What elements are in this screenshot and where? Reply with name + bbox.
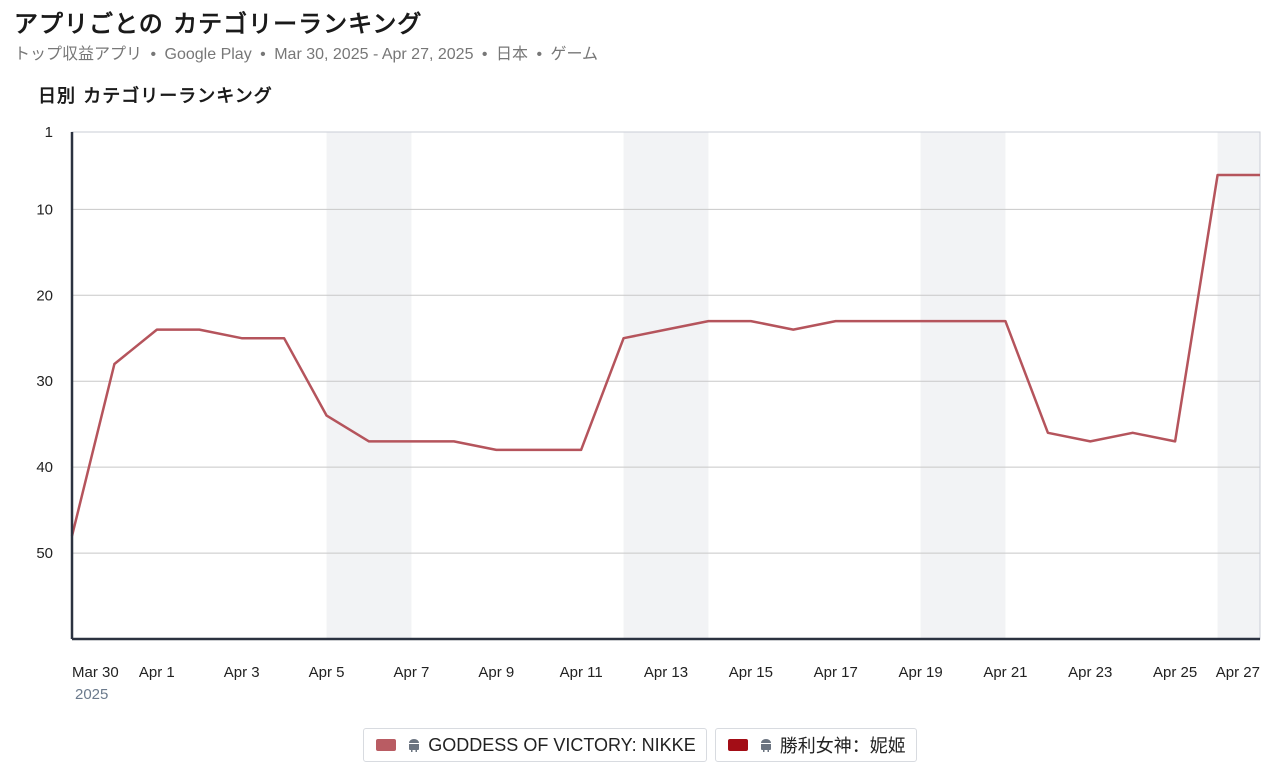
y-tick-label: 40 xyxy=(36,459,53,476)
weekend-band xyxy=(1217,132,1260,639)
legend-item-nikke-global[interactable]: GODDESS OF VICTORY: NIKKE xyxy=(363,728,707,762)
x-tick-label: Apr 9 xyxy=(478,664,514,681)
series-line-nikke xyxy=(70,173,1260,537)
ranking-line-chart: 1 10 20 30 40 50 Mar 30 Apr 1 Apr 3 Apr 5 Apr 7 Ap… xyxy=(36,124,1261,703)
android-icon xyxy=(760,739,771,752)
page-title: アプリごとの カテゴリーランキング xyxy=(14,9,423,38)
legend-item-nikke-china[interactable]: 勝利女神：妮姬 xyxy=(714,728,917,762)
subtitle: トップ収益アプリ • Google Play • Mar 30, 2025 - … xyxy=(14,40,598,64)
x-year-label: 2025 xyxy=(75,686,108,703)
subtitle-store: Google Play xyxy=(164,46,252,63)
x-tick-label: Apr 1 xyxy=(139,664,175,681)
x-tick-label: Apr 19 xyxy=(898,664,942,681)
x-tick-label: Apr 15 xyxy=(729,664,773,681)
legend: GODDESS OF VICTORY: NIKKE 勝利女神：妮姬 xyxy=(0,728,1280,762)
x-tick-label: Apr 5 xyxy=(309,664,345,681)
subtitle-separator: • xyxy=(481,46,488,63)
y-tick-label: 50 xyxy=(36,545,53,562)
x-tick-label: Mar 30 xyxy=(72,664,119,681)
x-tick-label: Apr 3 xyxy=(224,664,260,681)
x-tick-label: Apr 17 xyxy=(814,664,858,681)
y-tick-label: 20 xyxy=(36,287,53,304)
x-tick-label: Apr 23 xyxy=(1068,664,1112,681)
subtitle-separator: • xyxy=(150,46,157,63)
subtitle-separator: • xyxy=(536,46,543,63)
chart-title: 日別 カテゴリーランキング xyxy=(38,86,273,107)
subtitle-category: トップ収益アプリ xyxy=(14,46,143,63)
weekend-band xyxy=(920,132,1006,639)
y-tick-labels: 1 10 20 30 40 50 xyxy=(36,124,53,562)
subtitle-separator: • xyxy=(260,46,266,63)
series-lines xyxy=(70,173,1260,537)
legend-swatch xyxy=(727,739,748,751)
subtitle-date-range: Mar 30, 2025 - Apr 27, 2025 xyxy=(274,46,474,63)
subtitle-genre: ゲーム xyxy=(550,46,599,63)
legend-label: 勝利女神：妮姬 xyxy=(779,736,906,756)
subtitle-country: 日本 xyxy=(495,46,528,63)
legend-swatch xyxy=(376,739,397,751)
x-tick-labels: Mar 30 Apr 1 Apr 3 Apr 5 Apr 7 Apr 9 Apr 11 Apr… xyxy=(72,664,1260,703)
x-tick-label: Apr 11 xyxy=(560,664,603,681)
weekend-band xyxy=(623,132,709,639)
x-tick-label: Apr 7 xyxy=(393,664,429,681)
gridlines xyxy=(72,208,1260,554)
x-tick-label: Apr 21 xyxy=(983,664,1027,681)
weekend-band xyxy=(326,132,412,639)
y-tick-label: 30 xyxy=(36,373,53,390)
weekend-bands xyxy=(326,132,1260,639)
android-icon xyxy=(409,739,420,752)
y-tick-label: 1 xyxy=(45,124,53,141)
x-tick-label: Apr 27 xyxy=(1216,664,1260,681)
y-tick-label: 10 xyxy=(36,201,53,218)
x-tick-label: Apr 25 xyxy=(1153,664,1197,681)
x-tick-label: Apr 13 xyxy=(644,664,688,681)
legend-label: GODDESS OF VICTORY: NIKKE xyxy=(428,734,696,755)
